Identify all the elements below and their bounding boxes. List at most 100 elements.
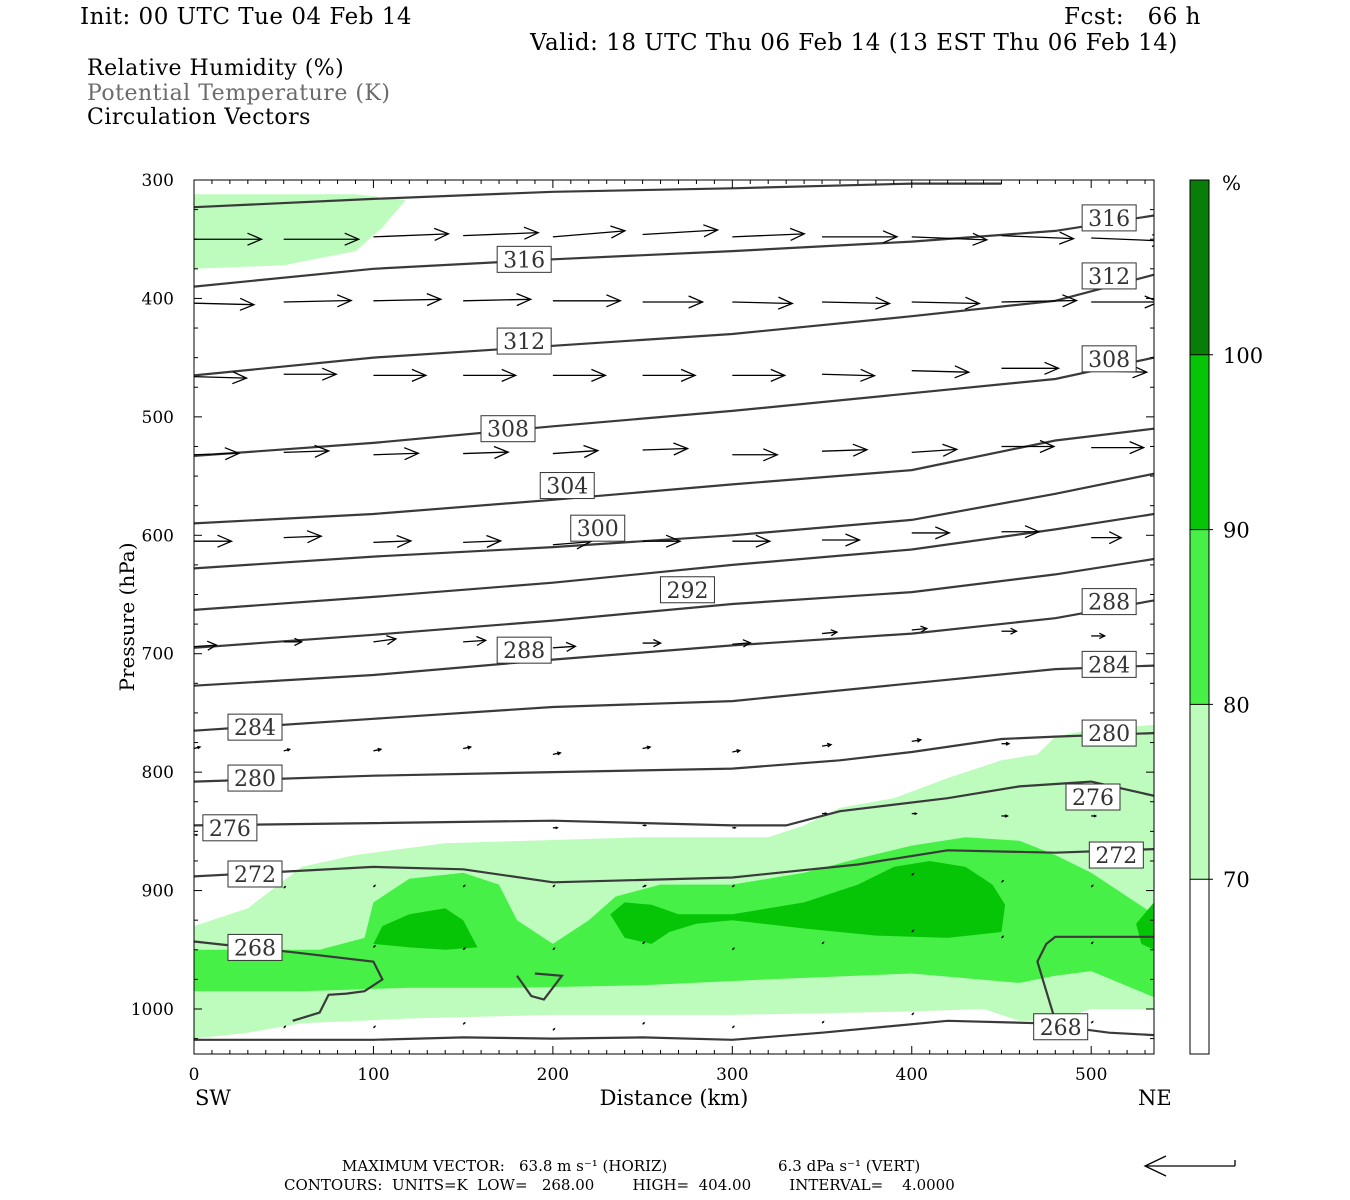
contour-label: 316 xyxy=(496,245,552,273)
colorbar-segment xyxy=(1190,354,1209,530)
theta-contour-312-2 xyxy=(194,273,1154,377)
max-vector-horiz: 63.8 m s⁻¹ (HORIZ) xyxy=(519,1157,668,1175)
contour-label: 268 xyxy=(1033,1013,1089,1041)
y-tick-label: 800 xyxy=(142,763,174,783)
vector-layer xyxy=(194,224,1154,1031)
wind-vector xyxy=(463,445,510,460)
valid-time: Valid: 18 UTC Thu 06 Feb 14 (13 EST Thu … xyxy=(530,30,1178,56)
wind-vector xyxy=(552,751,562,756)
contour-label-text: 280 xyxy=(1088,722,1130,747)
wind-vector xyxy=(194,371,249,385)
y-tick-label: 500 xyxy=(142,408,174,428)
wind-vector xyxy=(822,230,899,244)
contour-label-text: 288 xyxy=(503,639,545,664)
wind-vector xyxy=(732,296,794,310)
wind-vector xyxy=(194,297,256,311)
theta-contour-280-10 xyxy=(194,732,1154,783)
axis-layer: 300 400 500 600 700 800 900 1000 0 100 200 300 400 50… xyxy=(131,171,1154,1085)
contour-label: 308 xyxy=(1081,345,1137,373)
wind-vector xyxy=(642,295,705,309)
wind-vector xyxy=(463,635,488,647)
x-axis-title: Distance (km) xyxy=(600,1086,749,1110)
contour-label: 300 xyxy=(570,514,626,542)
contour-label-text: 280 xyxy=(234,767,276,792)
contour-label: 288 xyxy=(1081,588,1137,616)
wind-vector xyxy=(462,884,466,888)
x-tick-label: 500 xyxy=(1075,1065,1107,1085)
x-tick-label: 0 xyxy=(189,1065,200,1085)
wind-vector xyxy=(732,227,806,241)
colorbar-tick-label: 80 xyxy=(1223,693,1250,717)
max-vector-reference-arrow xyxy=(1143,1155,1236,1177)
wind-vector xyxy=(642,442,690,456)
theta-contour-288-8 xyxy=(194,599,1154,687)
wind-vector xyxy=(372,884,376,888)
contour-label: 316 xyxy=(1081,204,1137,232)
wind-vector xyxy=(1001,231,1076,245)
wind-vector xyxy=(283,367,338,381)
legend-potential-temperature: Potential Temperature (K) xyxy=(87,81,391,106)
contour-label-text: 276 xyxy=(1072,786,1114,811)
y-tick-label: 600 xyxy=(142,526,174,546)
theta-contour-284-9 xyxy=(194,664,1154,732)
contour-label-text: 312 xyxy=(1088,265,1130,290)
theta-contour-316-1 xyxy=(194,214,1154,288)
wind-vector xyxy=(1091,295,1154,309)
wind-vector xyxy=(463,292,533,307)
y-tick-label: 700 xyxy=(142,645,174,665)
wind-vector xyxy=(1091,441,1146,455)
contour-label-text: 316 xyxy=(503,248,545,273)
wind-vector xyxy=(1001,294,1079,308)
wind-vector xyxy=(194,232,264,246)
wind-vector xyxy=(373,227,451,241)
max-vector-vert: 6.3 dPa s⁻¹ (VERT) xyxy=(778,1157,921,1175)
wind-vector xyxy=(1091,233,1154,248)
wind-vector xyxy=(552,294,623,308)
wind-vector xyxy=(642,638,663,648)
rh-region-90-5 xyxy=(1136,902,1154,950)
wind-vector xyxy=(642,368,697,382)
wind-vector xyxy=(283,1025,287,1029)
wind-vector xyxy=(373,368,428,382)
contour-label: 284 xyxy=(227,713,283,741)
wind-vector xyxy=(463,534,503,548)
forecast-hour: Fcst: 66 h xyxy=(1064,4,1201,30)
x-end-label-ne: NE xyxy=(1138,1086,1172,1110)
contour-label-text: 272 xyxy=(234,863,276,888)
wind-vector xyxy=(1001,439,1056,454)
x-end-label-sw: SW xyxy=(195,1086,231,1110)
theta-contour-268-14 xyxy=(516,972,564,1001)
wind-vector xyxy=(552,368,608,382)
wind-vector xyxy=(1091,531,1123,545)
wind-vector xyxy=(822,296,892,310)
wind-vector xyxy=(194,640,218,651)
contour-label-text: 288 xyxy=(1088,591,1130,616)
contour-label: 272 xyxy=(227,860,283,888)
wind-vector xyxy=(731,884,735,888)
wind-vector xyxy=(642,745,652,750)
theta-contour-272-12 xyxy=(194,848,1154,884)
contour-label-text: 304 xyxy=(546,475,588,500)
wind-vector xyxy=(732,368,787,382)
contour-label-text: 300 xyxy=(577,517,619,542)
x-tick-label: 100 xyxy=(357,1065,389,1085)
wind-vector xyxy=(822,368,877,382)
rh-region-90-3 xyxy=(373,908,478,950)
contour-label-text: 276 xyxy=(209,817,251,842)
colorbar-segment xyxy=(1190,529,1209,705)
wind-vector xyxy=(732,448,779,462)
wind-vector xyxy=(642,534,682,548)
wind-vector xyxy=(372,944,376,948)
x-tick-label: 400 xyxy=(896,1065,928,1085)
wind-vector xyxy=(1001,361,1061,375)
contour-label: 272 xyxy=(1088,841,1144,869)
colorbar-unit: % xyxy=(1222,171,1241,195)
wind-vector xyxy=(194,534,234,548)
wind-vector xyxy=(821,629,839,637)
wind-vector xyxy=(731,947,735,951)
wind-vector xyxy=(194,447,241,461)
wind-vector xyxy=(911,232,989,246)
contour-label-text: 284 xyxy=(1088,653,1130,678)
wind-vector xyxy=(911,296,981,310)
rh-region-90-4 xyxy=(610,861,1006,944)
